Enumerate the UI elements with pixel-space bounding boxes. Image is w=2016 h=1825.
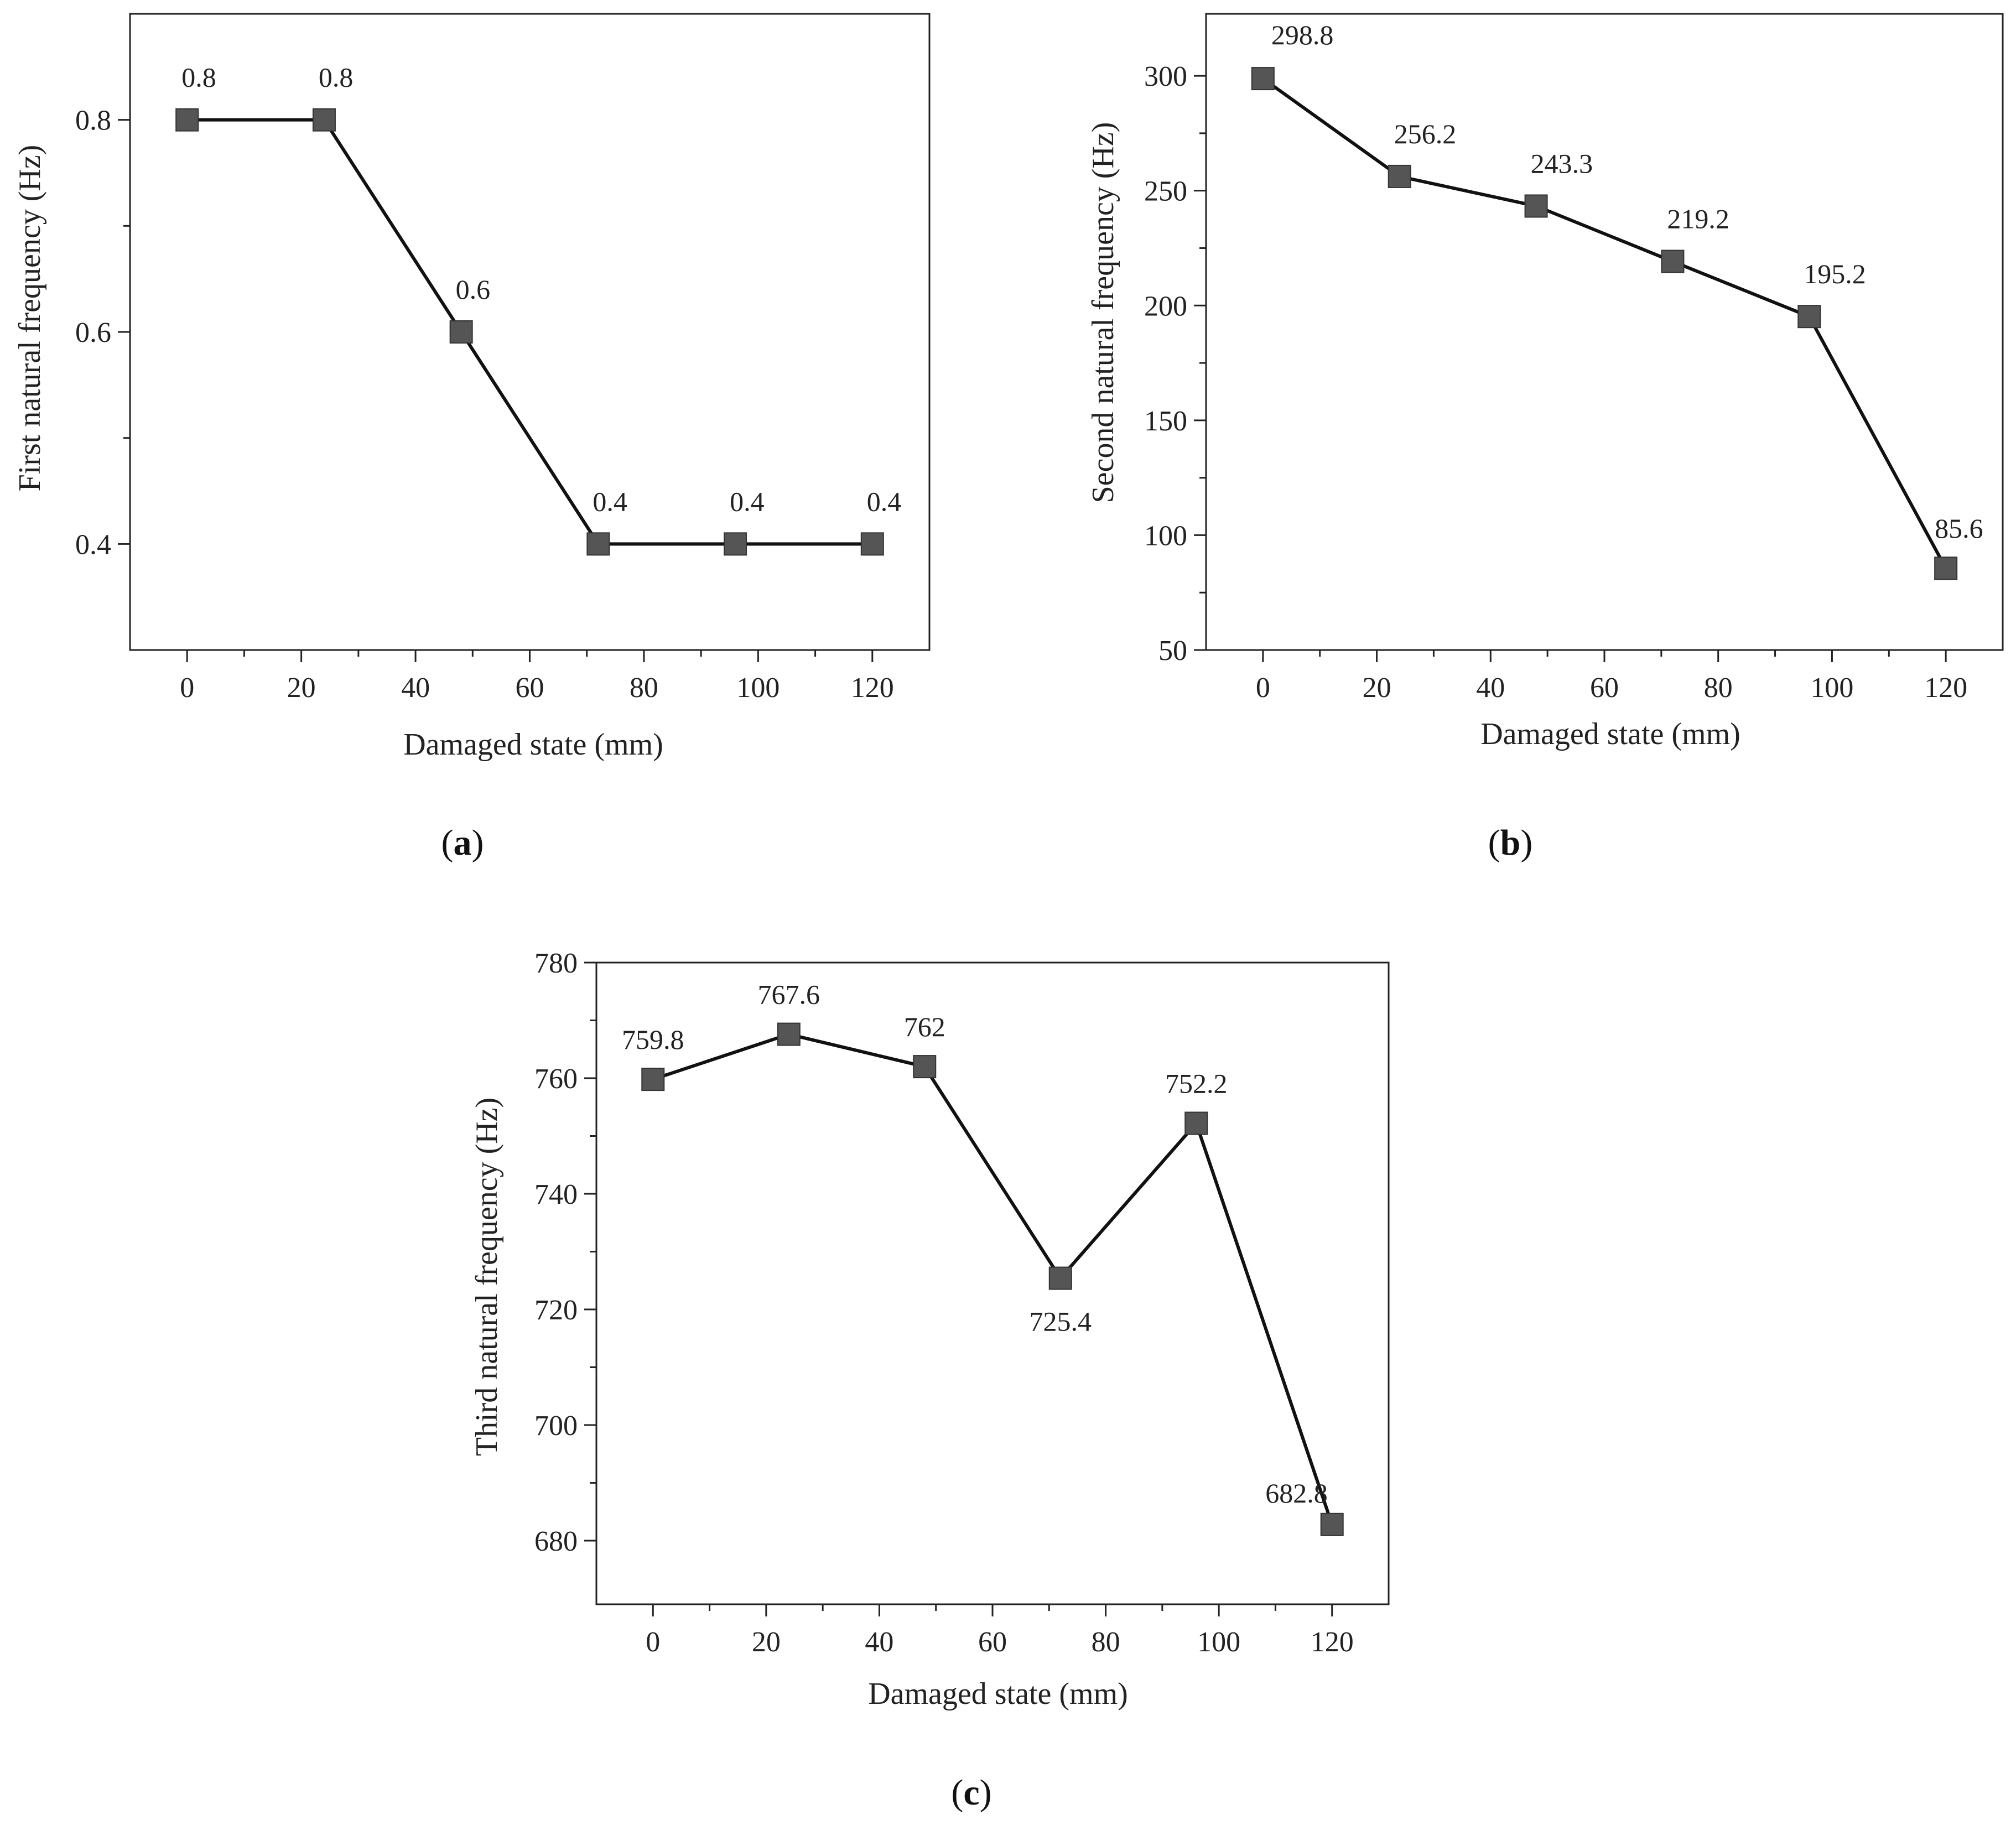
data-point-a-2 [449, 320, 473, 344]
data-label-c-0: 759.8 [622, 1024, 684, 1055]
caption-letter-a: a [454, 823, 472, 863]
data-point-a-0 [175, 108, 199, 132]
data-label-b-1: 256.2 [1394, 118, 1457, 149]
series-line-b [1262, 77, 1947, 569]
y-tick-label-a-0: 0.4 [75, 529, 111, 560]
y-tick-label-b-5: 300 [1144, 61, 1187, 92]
chart-panel-a: Damaged state (mm) First natural frequen… [13, 13, 931, 863]
data-label-b-4: 195.2 [1804, 258, 1866, 289]
data-point-b-3 [1661, 249, 1685, 273]
data-point-a-4 [724, 532, 747, 556]
y-tick-label-b-1: 100 [1144, 520, 1187, 552]
plot-frame-b [1205, 13, 2004, 651]
y-tick-label-b-4: 250 [1144, 176, 1187, 207]
x-axis-title-a: Damaged state (mm) [403, 727, 663, 762]
caption-letter-c: c [963, 1772, 979, 1813]
y-tick-label-c-0: 680 [534, 1526, 578, 1557]
y-tick-label-c-2: 720 [534, 1294, 578, 1326]
y-tick-label-c-5: 780 [534, 948, 578, 979]
series-line-a [187, 118, 872, 546]
data-label-c-2: 762 [904, 1011, 945, 1042]
y-tick-label-c-1: 700 [534, 1410, 578, 1442]
x-tick-label-c-5: 100 [1197, 1626, 1240, 1658]
x-tick-label-b-4: 80 [1704, 672, 1733, 704]
data-label-a-4: 0.4 [730, 486, 765, 517]
x-tick-label-c-3: 60 [978, 1626, 1007, 1658]
x-tick-label-b-0: 0 [1256, 672, 1270, 704]
data-label-b-5: 85.6 [1935, 513, 1983, 544]
data-label-a-3: 0.4 [593, 486, 627, 517]
data-point-c-3 [1048, 1266, 1072, 1290]
x-tick-label-a-3: 60 [516, 672, 544, 704]
x-tick-label-b-3: 60 [1590, 672, 1619, 704]
panel-caption-c: (c) [951, 1772, 991, 1813]
data-label-a-0: 0.8 [181, 62, 216, 93]
y-tick-label-b-3: 200 [1144, 290, 1187, 322]
x-tick-label-a-0: 0 [180, 672, 194, 704]
data-label-c-3: 725.4 [1029, 1306, 1092, 1337]
x-tick-label-c-0: 0 [646, 1626, 660, 1658]
x-tick-label-b-2: 40 [1476, 672, 1505, 704]
data-label-b-3: 219.2 [1667, 204, 1729, 235]
x-tick-label-a-5: 100 [736, 672, 780, 704]
panel-caption-a: (a) [441, 823, 484, 863]
y-tick-label-b-2: 150 [1144, 405, 1187, 437]
panel-caption-b: (b) [1488, 823, 1533, 863]
y-axis-title-a: First natural frequency (Hz) [13, 145, 47, 492]
data-point-a-3 [586, 532, 610, 556]
x-tick-label-b-6: 120 [1924, 672, 1967, 704]
x-tick-label-b-1: 20 [1363, 672, 1391, 704]
x-tick-label-c-1: 20 [752, 1626, 781, 1658]
caption-letter-b: b [1500, 823, 1521, 863]
x-tick-label-c-2: 40 [865, 1626, 893, 1658]
y-axis-title-c: Third natural frequency (Hz) [470, 1098, 504, 1456]
chart-panel-c: Damaged state (mm) Third natural frequen… [470, 948, 1390, 1813]
y-tick-label-a-2: 0.8 [75, 105, 111, 137]
data-label-a-1: 0.8 [319, 62, 354, 93]
x-tick-label-a-4: 80 [630, 672, 658, 704]
chart-panel-b: Damaged state (mm) Second natural freque… [1086, 13, 2004, 863]
data-point-c-2 [913, 1055, 937, 1079]
x-axis-title-b: Damaged state (mm) [1480, 717, 1740, 751]
x-tick-label-a-2: 40 [401, 672, 430, 704]
data-point-a-5 [860, 532, 884, 556]
x-tick-label-a-1: 20 [287, 672, 316, 704]
data-point-c-0 [641, 1068, 665, 1091]
series-line-c [652, 1032, 1334, 1525]
data-point-a-1 [312, 108, 336, 132]
data-label-a-2: 0.6 [456, 274, 491, 305]
x-tick-label-b-5: 100 [1810, 672, 1853, 704]
y-tick-label-a-1: 0.6 [75, 317, 111, 349]
data-point-b-0 [1251, 67, 1275, 91]
y-tick-label-b-0: 50 [1158, 635, 1187, 667]
data-label-b-2: 243.3 [1531, 148, 1593, 179]
y-tick-label-c-3: 740 [534, 1179, 578, 1210]
x-tick-label-a-6: 120 [851, 672, 894, 704]
data-point-c-5 [1320, 1512, 1344, 1536]
plot-frame-a [129, 13, 931, 651]
y-tick-label-c-4: 760 [534, 1063, 578, 1095]
data-point-b-5 [1934, 557, 1958, 580]
data-label-c-5: 682.8 [1265, 1478, 1328, 1509]
x-tick-label-c-4: 80 [1092, 1626, 1120, 1658]
data-point-c-4 [1184, 1111, 1208, 1135]
data-label-b-0: 298.8 [1271, 19, 1334, 50]
data-point-b-4 [1797, 305, 1821, 329]
data-label-c-1: 767.6 [758, 979, 820, 1010]
data-label-a-5: 0.4 [867, 486, 902, 517]
x-axis-title-c: Damaged state (mm) [868, 1677, 1128, 1711]
data-label-c-4: 752.2 [1165, 1068, 1228, 1099]
data-point-c-1 [777, 1022, 801, 1046]
y-axis-title-b: Second natural frequency (Hz) [1086, 122, 1120, 503]
data-point-b-2 [1524, 194, 1548, 218]
data-point-b-1 [1388, 164, 1411, 188]
x-tick-label-c-6: 120 [1311, 1626, 1354, 1658]
